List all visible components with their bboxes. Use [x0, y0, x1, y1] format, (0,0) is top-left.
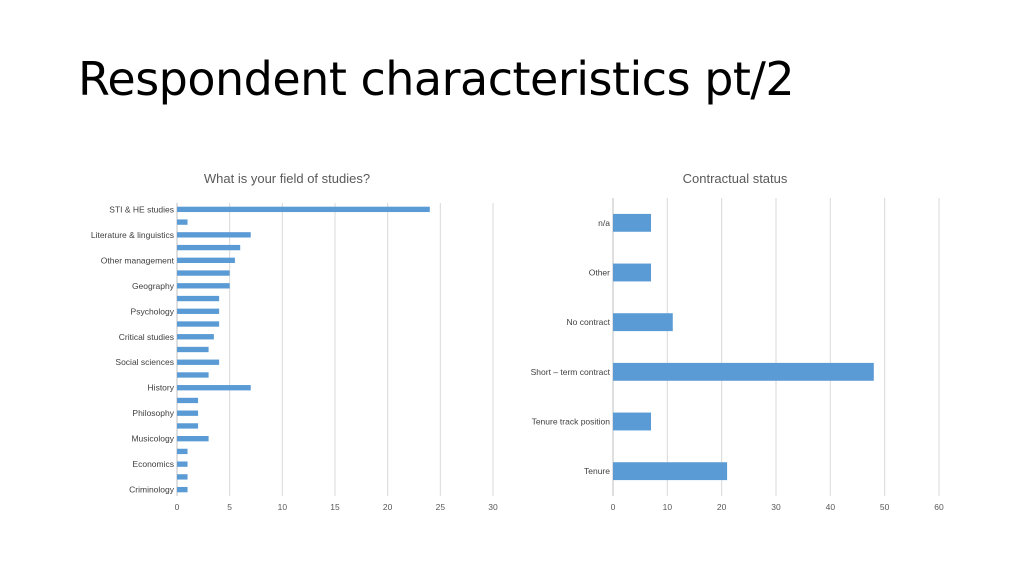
x-tick-label: 0	[175, 502, 180, 512]
x-tick-label: 20	[717, 502, 727, 512]
category-label: No contract	[567, 317, 611, 327]
category-label: Critical studies	[119, 332, 174, 342]
x-tick-label: 25	[436, 502, 446, 512]
category-label: Tenure	[584, 466, 610, 476]
category-label: n/a	[598, 218, 610, 228]
bar	[177, 308, 220, 314]
category-label: History	[148, 383, 175, 393]
bar	[177, 461, 188, 467]
bar	[177, 206, 430, 213]
bar	[177, 435, 209, 442]
bar	[177, 334, 214, 340]
bar	[177, 346, 209, 353]
x-tick-label: 15	[330, 502, 340, 512]
category-label: Short – term contract	[531, 367, 611, 377]
bar	[177, 244, 241, 251]
bar	[177, 486, 188, 493]
x-tick-label: 40	[826, 502, 836, 512]
x-tick-label: 5	[227, 502, 232, 512]
bar	[613, 313, 673, 332]
category-label: Psychology	[131, 306, 175, 316]
category-label: Musicology	[131, 434, 174, 444]
bar	[177, 219, 188, 225]
slide-title: Respondent characteristics pt/2	[78, 52, 795, 106]
category-label: Literature & linguistics	[91, 230, 174, 240]
bar	[177, 423, 199, 429]
bar	[613, 462, 728, 481]
category-label: Other management	[101, 255, 175, 265]
bar	[177, 397, 199, 404]
bar	[177, 385, 251, 391]
category-label: Geography	[132, 281, 175, 291]
x-tick-label: 0	[611, 502, 616, 512]
x-tick-label: 20	[383, 502, 393, 512]
chart-title: Contractual status	[683, 171, 788, 186]
bar	[613, 362, 874, 381]
bar	[177, 295, 220, 302]
bar	[177, 474, 188, 480]
category-label: Economics	[132, 459, 174, 469]
category-label: STI & HE studies	[109, 204, 174, 214]
chart-title: What is your field of studies?	[204, 171, 370, 186]
bar	[613, 412, 652, 431]
category-label: Social sciences	[115, 357, 174, 367]
bar	[177, 257, 235, 264]
bar	[177, 448, 188, 455]
category-label: Criminology	[129, 485, 175, 495]
x-tick-label: 30	[488, 502, 498, 512]
bar	[177, 410, 199, 416]
bar	[177, 359, 220, 365]
category-label: Tenure track position	[532, 417, 611, 427]
x-tick-label: 30	[771, 502, 781, 512]
x-tick-label: 60	[934, 502, 944, 512]
bar	[177, 232, 251, 238]
category-label: Other	[589, 268, 610, 278]
bar	[177, 283, 230, 289]
x-tick-label: 10	[663, 502, 673, 512]
bar	[613, 213, 652, 232]
x-tick-label: 50	[880, 502, 890, 512]
bar	[613, 263, 652, 282]
category-label: Philosophy	[132, 408, 174, 418]
bar	[177, 270, 230, 276]
bar	[177, 372, 209, 378]
x-tick-label: 10	[278, 502, 288, 512]
bar	[177, 321, 220, 327]
